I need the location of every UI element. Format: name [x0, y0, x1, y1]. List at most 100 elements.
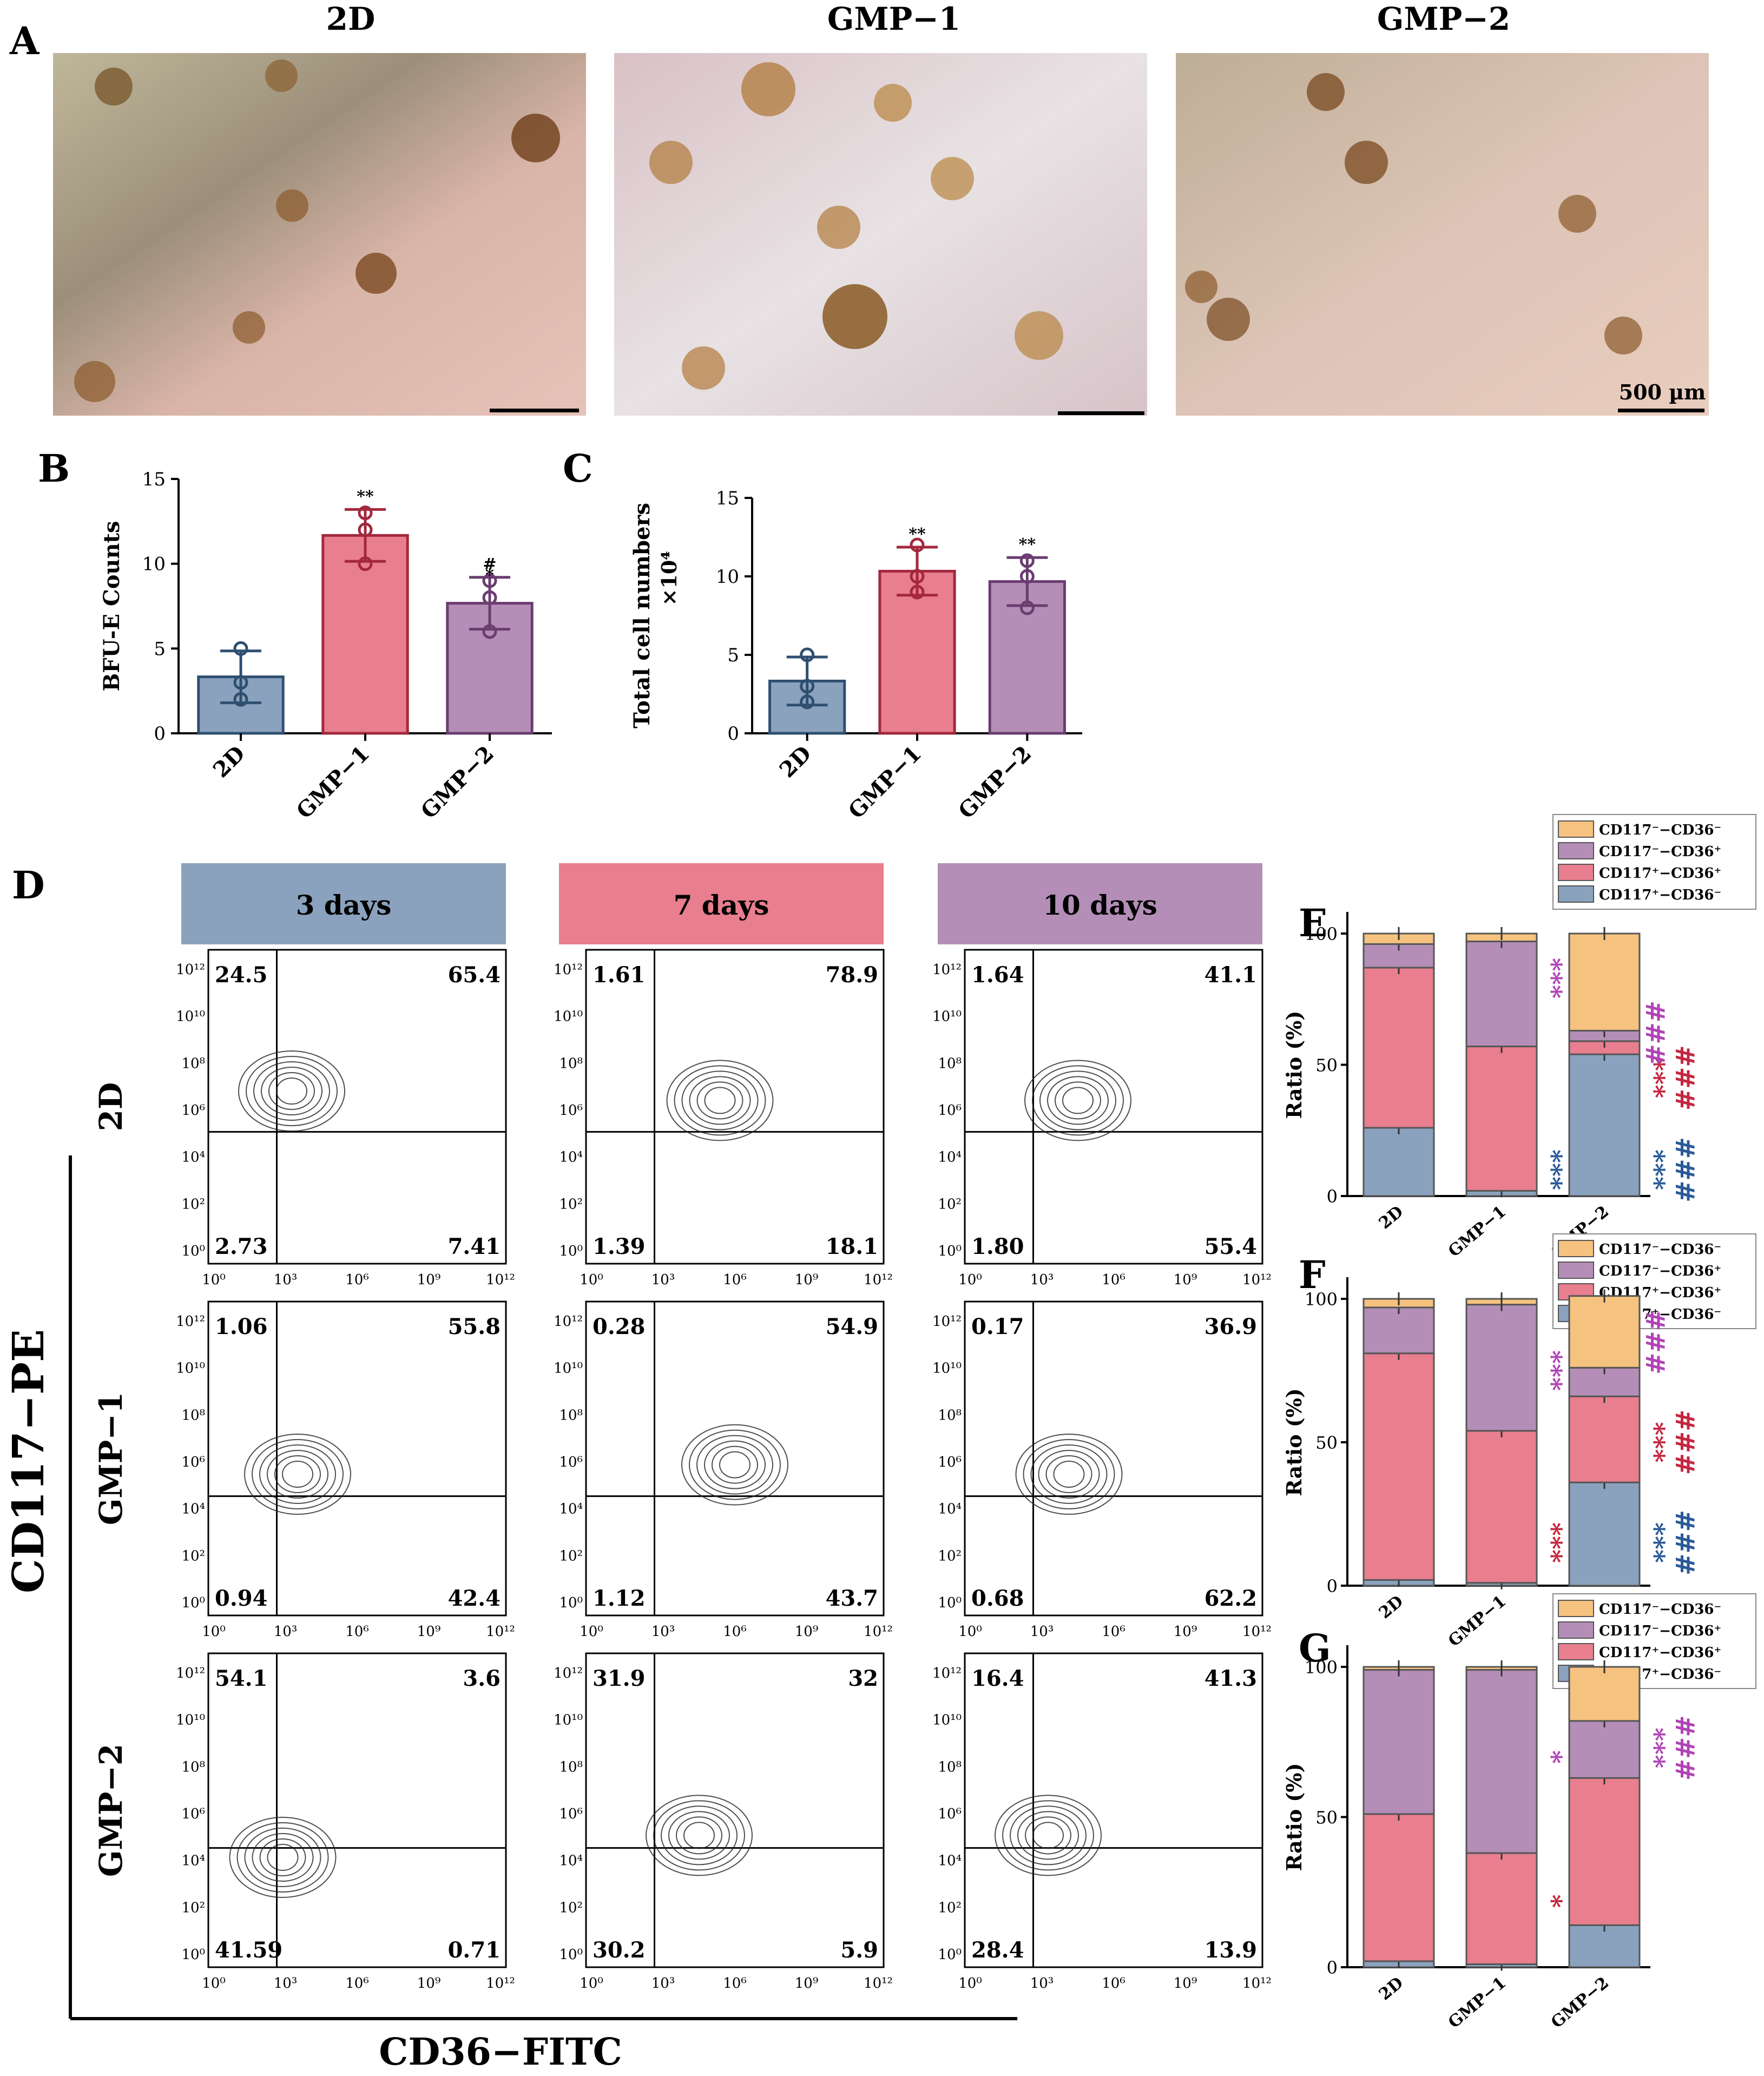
x-tick-label: 10¹² — [1242, 1624, 1272, 1640]
x-tick-label: 10⁶ — [1102, 1272, 1125, 1288]
significance-mark: ### — [1669, 1137, 1700, 1203]
chart-c: 0 5 10 15 2D GMP−1 ** GMP−2 ** Total cell numbers… — [629, 488, 1082, 824]
quadrant-ul: 1.06 — [215, 1314, 267, 1339]
data-point — [358, 556, 373, 571]
y-axis-unit: ×10⁴ — [657, 551, 681, 606]
y-tick-label: 10⁴ — [938, 1853, 962, 1869]
contour — [236, 1822, 329, 1893]
y-tick-label: 10⁰ — [181, 1243, 205, 1259]
contour — [689, 1076, 751, 1125]
data-point — [1019, 569, 1035, 584]
y-tick-label: 10² — [181, 1900, 205, 1916]
quadrant-lr: 0.71 — [448, 1937, 501, 1963]
stacked-segment — [1568, 1395, 1641, 1483]
quadrant-ul: 54.1 — [215, 1666, 267, 1691]
contour — [1017, 1811, 1079, 1860]
contour — [681, 1070, 759, 1131]
category-label: GMP−1 — [292, 741, 374, 824]
y-tick-label: 10⁸ — [938, 1759, 962, 1775]
plot-frame — [964, 1300, 1263, 1617]
row-label: GMP−2 — [93, 1744, 129, 1877]
y-tick-label: 10¹⁰ — [932, 1712, 962, 1729]
data-point — [482, 624, 497, 639]
quadrant-ul: 0.28 — [593, 1314, 645, 1339]
x-tick-label: 10³ — [274, 1272, 298, 1288]
plot-frame — [585, 949, 885, 1265]
y-tick-label: 15 — [142, 469, 166, 490]
y-axis-label: BFU-E Counts — [99, 521, 124, 691]
y-tick-label: 10⁸ — [559, 1759, 583, 1775]
x-axis-label: CD36−FITC — [379, 2031, 622, 2074]
chart-e: CD117⁻−CD36⁻ CD117⁻−CD36⁺ CD117⁺−CD36⁺ CD11… — [1282, 814, 1756, 1261]
contour — [704, 1440, 766, 1489]
panel-label-c: C — [563, 446, 593, 491]
stacked-segment — [1568, 1924, 1641, 1968]
quadrant-ur: 78.9 — [826, 962, 878, 988]
category-label: 2D — [1375, 1973, 1407, 2004]
significance-mark: # — [483, 555, 496, 574]
y-tick-label: 10¹² — [176, 962, 205, 978]
x-tick-label: 10⁰ — [202, 1272, 226, 1288]
category-label: 2D — [774, 741, 816, 783]
x-tick-label: 10¹² — [1242, 1975, 1272, 1992]
column-header: 3 days — [296, 889, 392, 921]
stacked-segment — [1465, 1046, 1538, 1192]
contour — [276, 1078, 307, 1105]
y-tick-label: 10⁸ — [938, 1055, 962, 1072]
stacked-segment — [1465, 1669, 1538, 1854]
y-tick-label: 50 — [1315, 1055, 1338, 1076]
column-header: 7 days — [674, 889, 769, 921]
stacked-segment — [1363, 1669, 1435, 1815]
y-tick-label: 5 — [727, 645, 739, 666]
panel-a-title-gmp2: GMP−2 — [1377, 1, 1510, 37]
contour — [1055, 1081, 1101, 1120]
quadrant-ur: 55.8 — [448, 1314, 501, 1339]
y-tick-label: 10⁸ — [559, 1055, 583, 1072]
x-tick-label: 10⁶ — [1102, 1624, 1125, 1640]
quadrant-ll: 41.59 — [215, 1937, 282, 1963]
significance-mark: *** — [1537, 1522, 1567, 1563]
chart-f: CD117⁻−CD36⁻CD117⁻−CD36⁺CD117⁺−CD36⁺CD11… — [1282, 1233, 1756, 1651]
y-tick-label: 10⁴ — [938, 1149, 962, 1166]
x-tick-label: 10⁰ — [202, 1975, 226, 1992]
quadrant-lr: 42.4 — [448, 1586, 501, 1611]
contour — [274, 1455, 321, 1493]
data-point — [910, 569, 925, 584]
category-label: 2D — [208, 741, 250, 783]
column-header: 10 days — [1043, 889, 1157, 921]
legend-swatch — [1558, 820, 1594, 838]
y-tick-label: 10² — [559, 1548, 583, 1564]
x-tick-label: 10⁶ — [723, 1975, 747, 1992]
y-tick-label: 10⁶ — [938, 1454, 962, 1470]
contour — [244, 1434, 351, 1515]
y-tick-label: 100 — [1305, 1289, 1338, 1310]
x-tick-label: 10⁰ — [580, 1624, 603, 1640]
x-tick-label: 10⁹ — [417, 1624, 441, 1640]
quadrant-lr: 62.2 — [1204, 1586, 1257, 1611]
data-point — [800, 679, 815, 694]
legend-label: CD117⁻−CD36⁺ — [1599, 1623, 1721, 1639]
y-tick-label: 10¹⁰ — [932, 1009, 962, 1025]
stacked-segment — [1568, 932, 1641, 1032]
chart-g: CD117⁻−CD36⁻CD117⁻−CD36⁺CD117⁺−CD36⁺CD11… — [1282, 1593, 1756, 2032]
quadrant-ul: 0.17 — [971, 1314, 1024, 1339]
contour — [674, 1065, 766, 1136]
plot-frame — [964, 1652, 1263, 1968]
y-tick-label: 10² — [938, 1196, 962, 1212]
scale-bar-label: 500 µm — [1619, 380, 1706, 404]
stacked-segment — [1465, 1430, 1538, 1584]
data-point — [910, 537, 925, 553]
x-tick-label: 10⁹ — [1174, 1272, 1197, 1288]
x-tick-label: 10³ — [274, 1624, 298, 1640]
contour — [261, 1067, 322, 1115]
quadrant-ll: 1.80 — [971, 1234, 1024, 1259]
stacked-segment — [1363, 967, 1435, 1129]
stacked-segment — [1363, 1306, 1435, 1355]
data-point — [233, 692, 248, 707]
contour — [259, 1838, 306, 1876]
quadrant-lr: 13.9 — [1204, 1937, 1257, 1963]
y-tick-label: 10⁰ — [181, 1947, 205, 1963]
category-label: GMP−2 — [1548, 1973, 1612, 2032]
y-tick-label: 10¹⁰ — [932, 1361, 962, 1377]
